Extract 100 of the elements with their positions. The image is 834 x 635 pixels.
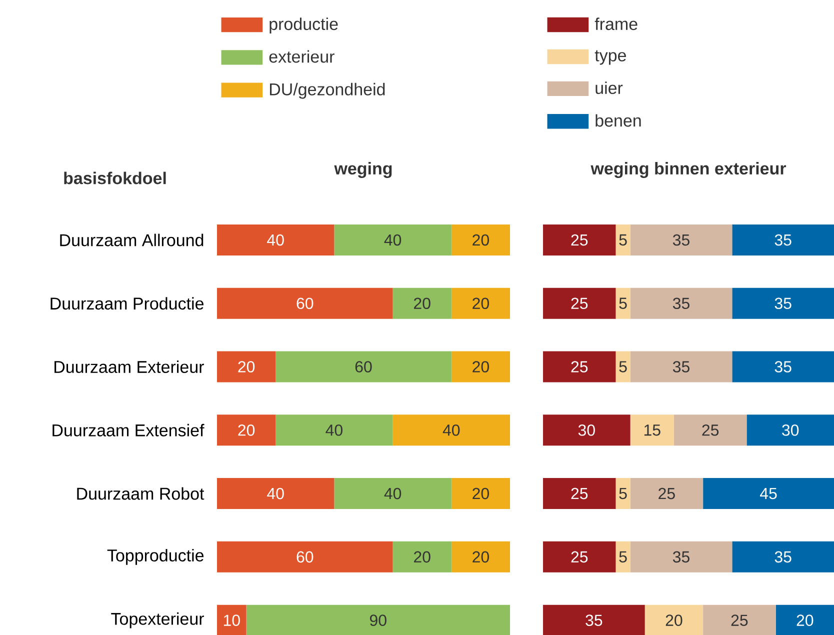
bar (616, 288, 630, 319)
data-label: 45 (760, 488, 777, 500)
bar (616, 351, 630, 382)
bar (217, 478, 334, 510)
bar (217, 288, 393, 319)
data-label: 60 (355, 361, 372, 372)
bar (543, 288, 616, 319)
bar (334, 478, 452, 510)
data-label: 25 (571, 488, 588, 500)
legend-label: exterieur (269, 50, 334, 63)
bar (276, 414, 393, 446)
chart-title: weging (334, 162, 392, 178)
data-label: 5 (619, 488, 627, 500)
data-label: 25 (571, 551, 588, 563)
bar (732, 224, 834, 256)
data-label: 20 (796, 614, 814, 626)
legend-label: benen (596, 114, 641, 127)
bar (392, 414, 510, 446)
data-label: 20 (414, 298, 430, 310)
bar (451, 224, 510, 256)
data-label: 35 (672, 361, 690, 372)
bar (451, 288, 510, 319)
data-label: 35 (672, 551, 690, 563)
bar (732, 351, 834, 382)
bar (630, 478, 704, 510)
bar (776, 604, 834, 635)
legend-label: type (594, 50, 626, 65)
data-label: 25 (731, 614, 748, 626)
data-label: 20 (472, 551, 489, 563)
bar (746, 414, 834, 446)
data-label: 10 (224, 614, 240, 626)
bar (543, 224, 616, 256)
data-label: 40 (384, 488, 402, 500)
bar (644, 604, 704, 635)
y-tick-label: Topproductie (107, 549, 204, 565)
data-label: 25 (571, 298, 588, 310)
data-label: 40 (384, 234, 402, 246)
y-tick-label: Duurzaam Allround (60, 234, 204, 246)
bar (451, 541, 510, 572)
y-tick-label: Topexterieur (111, 612, 204, 628)
bar (334, 224, 452, 256)
bar (674, 414, 747, 446)
bar (246, 604, 510, 635)
data-label: 40 (326, 424, 342, 436)
bar (217, 414, 276, 446)
data-label: 20 (472, 298, 489, 310)
bar (703, 604, 776, 635)
bar (543, 351, 616, 382)
data-label: 30 (578, 424, 595, 436)
bar (217, 351, 276, 382)
bar (543, 541, 616, 572)
data-label: 20 (472, 361, 489, 372)
data-label: 60 (296, 551, 314, 563)
bar (451, 478, 510, 510)
data-label: 40 (442, 424, 460, 436)
y-tick-label: Duurzaam Extensief (52, 424, 204, 436)
bar (392, 541, 452, 572)
data-label: 35 (774, 298, 792, 310)
data-label: 5 (619, 298, 627, 309)
legend-label: productie (270, 18, 338, 34)
data-label: 40 (267, 234, 284, 246)
bar (732, 288, 834, 319)
y-tick-label: Duurzaam Exterieur (54, 360, 204, 374)
bar (616, 224, 630, 256)
legend-label: frame (594, 18, 638, 30)
bar (616, 541, 630, 572)
bar (630, 541, 732, 572)
bar (616, 478, 630, 510)
bar (217, 224, 334, 256)
bar (630, 351, 732, 382)
data-label: 25 (702, 424, 719, 436)
data-label: 5 (619, 234, 627, 246)
legend-label: DU/gezondheid (270, 82, 385, 99)
bar (543, 478, 616, 510)
data-label: 20 (414, 551, 430, 563)
bar (451, 351, 510, 382)
y-tick-label: Duurzaam Robot (77, 487, 204, 500)
bar (217, 541, 393, 572)
data-label: 20 (472, 488, 489, 500)
data-label: 90 (370, 614, 386, 626)
data-label: 25 (571, 234, 588, 246)
legend-label: uier (596, 82, 623, 94)
data-label: 5 (619, 361, 627, 372)
chart-title: weging binnen exterieur (590, 162, 786, 178)
data-label: 30 (782, 424, 799, 436)
data-label: 35 (774, 361, 792, 372)
bar (630, 414, 674, 446)
bar (703, 478, 834, 510)
bar (276, 351, 452, 382)
bar (630, 224, 732, 256)
data-label: 20 (472, 234, 489, 246)
data-label: 25 (571, 361, 588, 372)
data-label: 15 (644, 424, 660, 436)
bar (732, 541, 834, 572)
data-label: 5 (619, 551, 627, 562)
y-tick-label: Duurzaam Productie (50, 297, 204, 310)
data-label: 35 (672, 234, 690, 246)
data-label: 20 (666, 614, 682, 626)
bar (543, 604, 645, 635)
bar (630, 288, 732, 319)
